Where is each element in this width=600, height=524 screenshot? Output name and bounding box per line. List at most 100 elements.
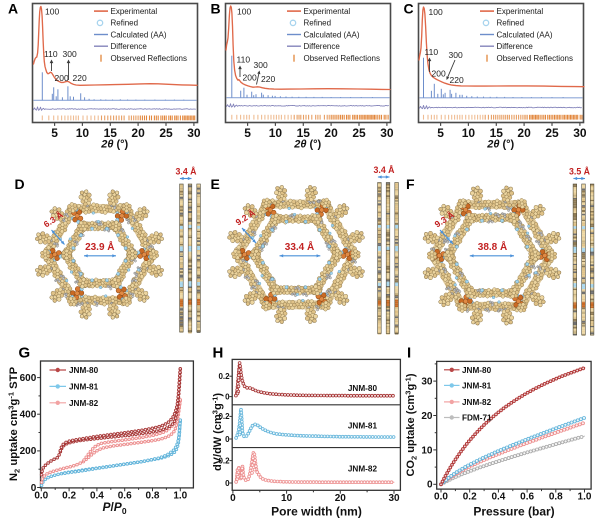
svg-text:Refined: Refined — [304, 19, 332, 28]
svg-text:220: 220 — [261, 74, 275, 84]
svg-text:15: 15 — [297, 126, 311, 140]
svg-text:5: 5 — [51, 126, 58, 140]
svg-text:25: 25 — [545, 126, 559, 140]
svg-text:F: F — [406, 176, 415, 192]
svg-text:5: 5 — [437, 126, 444, 140]
svg-text:Difference: Difference — [304, 42, 341, 51]
svg-text:1.0: 1.0 — [578, 492, 592, 503]
svg-text:10: 10 — [76, 126, 90, 140]
svg-text:33.4 Å: 33.4 Å — [285, 240, 314, 253]
svg-text:30: 30 — [187, 126, 201, 140]
svg-text:15: 15 — [104, 126, 118, 140]
svg-text:0.2: 0.2 — [218, 372, 230, 381]
svg-text:P/P0: P/P0 — [102, 500, 126, 516]
svg-text:JNM-81: JNM-81 — [462, 381, 492, 390]
svg-text:(°): (°) — [503, 139, 515, 151]
svg-text:0.4: 0.4 — [90, 490, 104, 501]
svg-text:0.2: 0.2 — [62, 490, 76, 501]
svg-text:Observed Reflections: Observed Reflections — [304, 54, 380, 63]
svg-text:10: 10 — [269, 126, 283, 140]
svg-text:300: 300 — [63, 49, 77, 59]
svg-text:2θ: 2θ — [100, 139, 113, 151]
svg-text:200: 200 — [55, 73, 69, 83]
svg-text:25: 25 — [352, 126, 366, 140]
svg-text:0.8: 0.8 — [549, 492, 563, 503]
svg-text:200: 200 — [243, 73, 257, 83]
svg-text:0: 0 — [225, 479, 230, 488]
svg-text:FDM-71: FDM-71 — [462, 414, 492, 423]
svg-text:CO2 uptake (cm3g-1): CO2 uptake (cm3g-1) — [404, 373, 419, 476]
svg-text:20: 20 — [131, 126, 145, 140]
svg-text:Calculated (AA): Calculated (AA) — [111, 30, 167, 39]
svg-text:20: 20 — [324, 126, 338, 140]
svg-text:10: 10 — [462, 126, 476, 140]
svg-text:0.6: 0.6 — [520, 492, 534, 503]
svg-text:1.0: 1.0 — [173, 490, 187, 501]
svg-text:38.8 Å: 38.8 Å — [478, 240, 507, 253]
svg-text:H: H — [213, 345, 224, 362]
svg-text:10: 10 — [421, 445, 433, 456]
svg-text:20: 20 — [335, 493, 347, 504]
svg-text:400: 400 — [20, 410, 37, 421]
svg-text:0.6: 0.6 — [118, 490, 132, 501]
svg-text:N2 uptake cm3g-1 STP: N2 uptake cm3g-1 STP — [7, 366, 22, 481]
svg-text:Experimental: Experimental — [497, 7, 544, 16]
svg-text:5: 5 — [244, 126, 251, 140]
svg-text:30: 30 — [573, 126, 587, 140]
svg-text:JNM-82: JNM-82 — [348, 464, 378, 473]
svg-text:JNM-82: JNM-82 — [69, 399, 99, 408]
svg-text:(°): (°) — [310, 139, 322, 151]
svg-text:220: 220 — [73, 73, 87, 83]
svg-text:25: 25 — [159, 126, 173, 140]
svg-text:20: 20 — [421, 411, 433, 422]
svg-text:Calculated (AA): Calculated (AA) — [497, 30, 553, 39]
svg-text:Difference: Difference — [111, 42, 148, 51]
svg-text:3.4 Å: 3.4 Å — [373, 165, 395, 175]
svg-text:0.2: 0.2 — [463, 492, 477, 503]
svg-text:E: E — [211, 176, 220, 192]
svg-text:30: 30 — [388, 493, 400, 504]
svg-text:600: 600 — [20, 373, 37, 384]
svg-text:Experimental: Experimental — [304, 7, 351, 16]
svg-text:JNM-81: JNM-81 — [69, 382, 99, 391]
svg-text:300: 300 — [254, 60, 268, 70]
svg-text:Refined: Refined — [497, 19, 525, 28]
svg-text:0: 0 — [225, 392, 230, 401]
svg-text:JNM-82: JNM-82 — [462, 398, 492, 407]
svg-text:0.4: 0.4 — [491, 492, 505, 503]
svg-text:3.4 Å: 3.4 Å — [175, 167, 197, 177]
svg-text:B: B — [211, 1, 221, 17]
svg-text:23.9 Å: 23.9 Å — [85, 240, 114, 253]
svg-text:100: 100 — [45, 7, 59, 17]
svg-text:200: 200 — [20, 446, 37, 457]
svg-text:Pressure (bar): Pressure (bar) — [473, 505, 554, 519]
svg-text:Refined: Refined — [111, 19, 139, 28]
svg-text:10: 10 — [281, 493, 293, 504]
svg-text:Calculated (AA): Calculated (AA) — [304, 30, 360, 39]
svg-text:100: 100 — [237, 7, 251, 17]
svg-text:Observed Reflections: Observed Reflections — [497, 54, 573, 63]
svg-text:0: 0 — [230, 493, 236, 504]
svg-text:D: D — [15, 176, 25, 192]
svg-text:20: 20 — [517, 126, 531, 140]
svg-text:C: C — [404, 1, 414, 17]
svg-text:0: 0 — [225, 435, 230, 444]
svg-text:JNM-80: JNM-80 — [462, 366, 492, 375]
svg-text:30: 30 — [380, 126, 394, 140]
svg-text:0: 0 — [427, 480, 433, 491]
svg-text:110: 110 — [237, 55, 251, 65]
svg-text:0: 0 — [31, 483, 37, 494]
svg-text:Experimental: Experimental — [111, 7, 158, 16]
svg-text:200: 200 — [432, 69, 446, 79]
svg-text:110: 110 — [425, 47, 439, 57]
svg-text:Pore width (nm): Pore width (nm) — [271, 505, 362, 519]
svg-text:300: 300 — [449, 50, 463, 60]
svg-text:30: 30 — [421, 377, 433, 388]
svg-text:2θ: 2θ — [293, 139, 306, 151]
svg-text:110: 110 — [44, 49, 58, 59]
svg-text:100: 100 — [429, 7, 443, 17]
svg-text:0.0: 0.0 — [34, 490, 48, 501]
svg-text:220: 220 — [450, 75, 464, 85]
svg-text:A: A — [8, 1, 18, 17]
svg-text:Difference: Difference — [497, 42, 534, 51]
